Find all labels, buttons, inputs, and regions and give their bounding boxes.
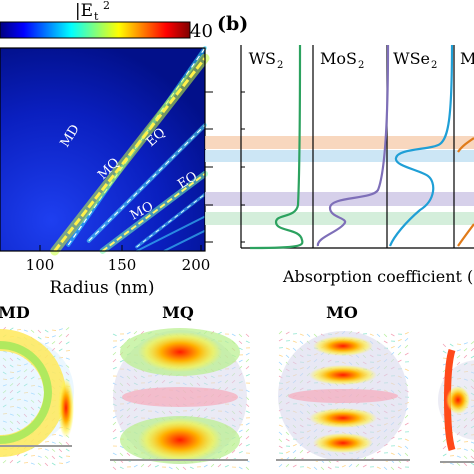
mode-band-eq: [88, 124, 206, 242]
column-title-wse2: WSe: [393, 49, 430, 68]
absorption-x-label: Absorption coefficient (a.u: [282, 267, 474, 286]
colorbar: |E t 2 40: [0, 0, 213, 42]
absorption-curve-1: [316, 44, 390, 247]
heatmap-panel: MD MQ MO EQ EO 100 150 200 Radius (nm): [0, 46, 211, 298]
column-title-mos2-sub: 2: [358, 60, 364, 71]
heatmap-x-label: Radius (nm): [49, 278, 154, 298]
x-tick-label-200: 200: [182, 256, 211, 274]
absorption-curve-2: [388, 44, 454, 247]
band-eo: [205, 150, 474, 162]
mode-band-mq: [53, 57, 207, 252]
faint-band-1: [163, 229, 206, 252]
field-map-mq: [110, 328, 251, 471]
heatmap-bands: [50, 46, 210, 256]
map-label-mo: MO: [326, 303, 358, 322]
band-mq: [205, 192, 474, 206]
heatmap-frame: [0, 47, 206, 252]
heatmap-plot-area: [0, 48, 205, 251]
absorption-bands: [205, 136, 474, 225]
x-tick-label-150: 150: [108, 256, 137, 274]
map-label-md: MD: [0, 303, 30, 322]
field-maps: MD MQ MO: [0, 303, 474, 471]
column-title-ws2: WS: [249, 49, 276, 68]
column-title-wse2-sub: 2: [431, 60, 437, 71]
panel-b-tag: (b): [217, 13, 248, 35]
absorption-panel: (b): [205, 13, 474, 286]
colorbar-label: |E: [75, 1, 93, 21]
map-label-mq: MQ: [162, 303, 194, 322]
field-map-fourth: [438, 341, 474, 467]
absorption-column-titles: WS 2 MoS 2 WSe 2 M: [249, 49, 474, 71]
colorbar-label-sub: t: [94, 10, 99, 23]
field-map-mo: [276, 330, 410, 471]
absorption-y-ticks: [205, 91, 213, 243]
absorption-right-ticks: [241, 91, 245, 243]
band-eq: [205, 136, 474, 149]
colorbar-max-label: 40: [190, 21, 213, 42]
absorption-curve-3: [457, 137, 474, 247]
column-title-mos2: MoS: [320, 49, 357, 68]
colorbar-label-sup: 2: [103, 0, 110, 12]
absorption-curves: [249, 44, 474, 250]
absorption-curve-0: [249, 44, 304, 250]
mode-band-eo: [136, 193, 206, 248]
column-title-m: M: [460, 49, 474, 68]
x-tick-label-100: 100: [26, 256, 55, 274]
colorbar-bar: [0, 21, 191, 39]
field-map-md: [0, 326, 74, 467]
heatmap-x-ticks: 100 150 200: [26, 245, 211, 274]
mode-band-mo: [101, 173, 206, 252]
column-title-ws2-sub: 2: [277, 60, 283, 71]
faint-band-0: [136, 215, 206, 252]
